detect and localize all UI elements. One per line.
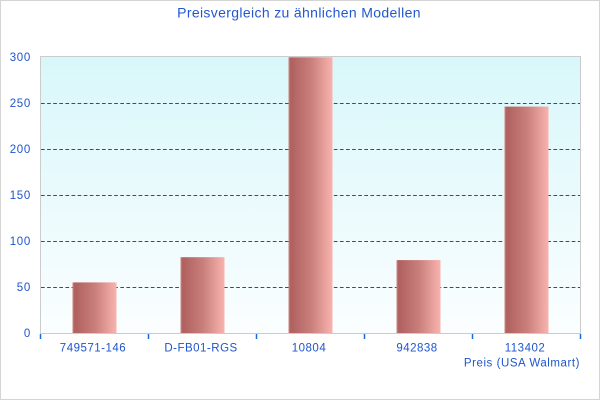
svg-text:942838: 942838 bbox=[396, 343, 437, 355]
svg-text:50: 50 bbox=[17, 282, 31, 294]
svg-text:150: 150 bbox=[10, 190, 31, 202]
svg-text:100: 100 bbox=[10, 236, 31, 248]
svg-text:749571-146: 749571-146 bbox=[60, 343, 126, 355]
svg-text:Preisvergleich zu ähnlichen Mo: Preisvergleich zu ähnlichen Modellen bbox=[177, 5, 421, 21]
svg-text:250: 250 bbox=[10, 98, 31, 110]
svg-text:113402: 113402 bbox=[505, 343, 546, 355]
svg-text:Preis (USA Walmart): Preis (USA Walmart) bbox=[464, 358, 580, 370]
svg-text:D-FB01-RGS: D-FB01-RGS bbox=[164, 343, 237, 355]
svg-text:300: 300 bbox=[10, 52, 31, 64]
svg-text:200: 200 bbox=[10, 144, 31, 156]
svg-text:0: 0 bbox=[24, 328, 31, 340]
svg-text:10804: 10804 bbox=[292, 343, 327, 355]
